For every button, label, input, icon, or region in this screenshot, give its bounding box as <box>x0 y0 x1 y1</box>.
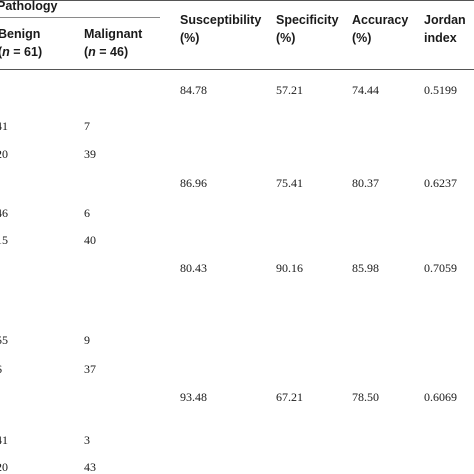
header-bottom-rule <box>0 69 474 70</box>
accuracy-header-label: Accuracy <box>352 13 409 27</box>
benign-header-label: Benign <box>0 27 41 41</box>
susceptibility-header-label: Susceptibility <box>180 13 262 27</box>
block-3-row-1-benign: 55 <box>0 333 8 347</box>
block-3-specificity: 90.16 <box>276 261 303 275</box>
specificity-header-unit: (%) <box>276 31 296 45</box>
accuracy-header-unit: (%) <box>352 31 372 45</box>
accuracy-header: Accuracy (%) <box>352 11 408 47</box>
benign-paren-open: ( <box>0 45 2 59</box>
block-3-susceptibility: 80.43 <box>180 261 207 275</box>
block-4-row-2-benign: 20 <box>0 460 8 474</box>
benign-header-count: (n = 61) <box>0 43 42 61</box>
block-1-jordan: 0.5199 <box>424 83 457 97</box>
block-1-row-2-benign: 20 <box>0 147 8 161</box>
susceptibility-header: Susceptibility (%) <box>180 11 261 47</box>
benign-header: Benign (n = 61) <box>0 25 42 61</box>
susceptibility-header-unit: (%) <box>180 31 200 45</box>
block-1-row-2-malignant: 39 <box>84 147 96 161</box>
block-1-accuracy: 74.44 <box>352 83 379 97</box>
block-4-specificity: 67.21 <box>276 390 303 404</box>
block-3-row-2-benign: 6 <box>0 362 2 376</box>
block-4-row-2-malignant: 43 <box>84 460 96 474</box>
block-2-row-2-benign: 15 <box>0 233 8 247</box>
malignant-n-value: = 46) <box>95 45 129 59</box>
block-2-susceptibility: 86.96 <box>180 176 207 190</box>
block-2-row-2-malignant: 40 <box>84 233 96 247</box>
block-4-row-1-benign: 41 <box>0 433 8 447</box>
block-4-jordan: 0.6069 <box>424 390 457 404</box>
block-2-specificity: 75.41 <box>276 176 303 190</box>
block-2-row-1-malignant: 6 <box>84 206 90 220</box>
jordan-header-unit: index <box>424 31 457 45</box>
block-4-row-1-malignant: 3 <box>84 433 90 447</box>
table-top-rule <box>0 0 474 1</box>
block-2-jordan: 0.6237 <box>424 176 457 190</box>
block-2-row-1-benign: 46 <box>0 206 8 220</box>
pathology-group-header: Pathology <box>0 0 58 13</box>
jordan-header: Jordan index <box>424 11 466 47</box>
block-3-accuracy: 85.98 <box>352 261 379 275</box>
block-2-accuracy: 80.37 <box>352 176 379 190</box>
malignant-header-label: Malignant <box>84 27 143 41</box>
pathology-underline <box>0 17 160 18</box>
block-1-row-1-benign: 41 <box>0 119 8 133</box>
block-1-susceptibility: 84.78 <box>180 83 207 97</box>
block-1-specificity: 57.21 <box>276 83 303 97</box>
block-3-row-1-malignant: 9 <box>84 333 90 347</box>
block-4-susceptibility: 93.48 <box>180 390 207 404</box>
benign-n-value: = 61) <box>9 45 43 59</box>
block-4-accuracy: 78.50 <box>352 390 379 404</box>
jordan-header-label: Jordan <box>424 13 466 27</box>
malignant-header-count: (n = 46) <box>84 43 142 61</box>
specificity-header: Specificity (%) <box>276 11 339 47</box>
malignant-header: Malignant (n = 46) <box>84 25 142 61</box>
block-1-row-1-malignant: 7 <box>84 119 90 133</box>
block-3-row-2-malignant: 37 <box>84 362 96 376</box>
block-3-jordan: 0.7059 <box>424 261 457 275</box>
benign-n-symbol: n <box>2 45 10 59</box>
malignant-n-symbol: n <box>88 45 96 59</box>
specificity-header-label: Specificity <box>276 13 339 27</box>
malignant-paren-open: ( <box>84 45 89 59</box>
